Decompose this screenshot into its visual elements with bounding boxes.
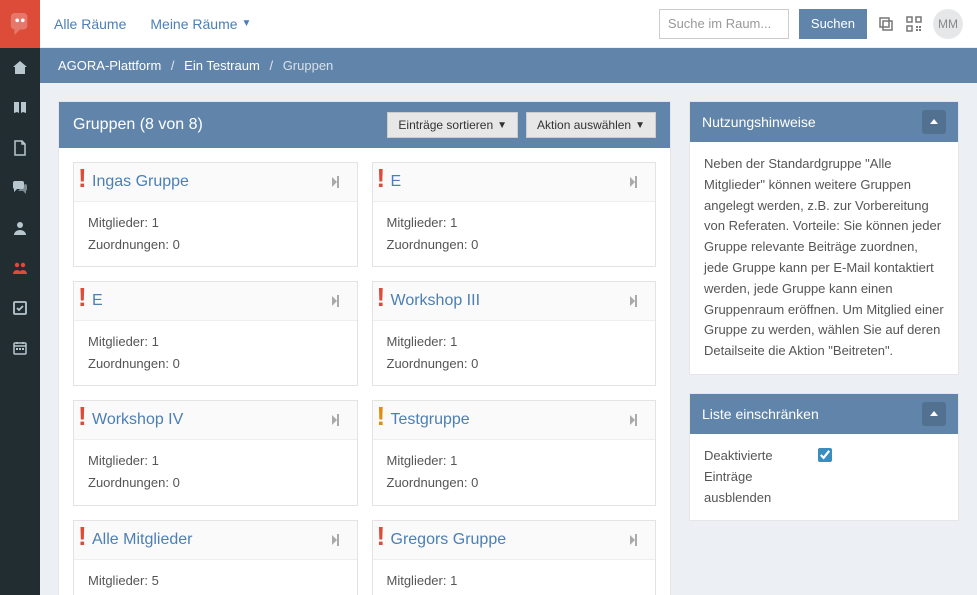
group-title[interactable]: Workshop IV <box>92 411 183 429</box>
enter-icon[interactable] <box>623 531 641 549</box>
enter-icon[interactable] <box>325 173 343 191</box>
group-members: Mitglieder: 1 <box>387 450 642 472</box>
hints-title: Nutzungshinweise <box>702 114 816 130</box>
nav-file[interactable] <box>0 128 40 168</box>
nav-groups[interactable] <box>0 248 40 288</box>
groups-panel: Gruppen (8 von 8) Einträge sortieren ▼ A… <box>58 101 671 595</box>
group-title[interactable]: Ingas Gruppe <box>92 173 189 191</box>
collapse-filter[interactable] <box>922 402 946 426</box>
filter-panel: Liste einschränken Deaktivierte Einträge… <box>689 393 959 521</box>
enter-icon[interactable] <box>623 411 641 429</box>
sort-button[interactable]: Einträge sortieren ▼ <box>387 112 518 138</box>
breadcrumb-current: Gruppen <box>283 58 334 73</box>
breadcrumb-room[interactable]: Ein Testraum <box>184 58 260 73</box>
enter-icon[interactable] <box>325 411 343 429</box>
group-members: Mitglieder: 1 <box>387 331 642 353</box>
link-my-rooms[interactable]: Meine Räume ▼ <box>150 16 251 32</box>
priority-mark-icon: ! <box>377 165 386 191</box>
group-card: ! E Mitglieder: 1Zuordnungen: 0 <box>73 281 358 386</box>
priority-mark-icon: ! <box>78 523 87 549</box>
group-assignments: Zuordnungen: 0 <box>88 472 343 494</box>
sidebar <box>0 0 40 595</box>
group-title[interactable]: E <box>391 173 402 191</box>
priority-mark-icon: ! <box>377 403 386 429</box>
nav-chat[interactable] <box>0 168 40 208</box>
nav-tasks[interactable] <box>0 288 40 328</box>
nav-book[interactable] <box>0 88 40 128</box>
avatar[interactable]: MM <box>933 9 963 39</box>
filter-title: Liste einschränken <box>702 406 819 422</box>
breadcrumb: AGORA-Plattform / Ein Testraum / Gruppen <box>40 48 977 83</box>
chevron-down-icon: ▼ <box>497 120 507 131</box>
nav-user[interactable] <box>0 208 40 248</box>
nav-home[interactable] <box>0 48 40 88</box>
filter-label: Deaktivierte Einträge ausblenden <box>704 446 794 508</box>
group-title[interactable]: Alle Mitglieder <box>92 531 192 549</box>
priority-mark-icon: ! <box>377 284 386 310</box>
filter-checkbox[interactable] <box>818 448 832 462</box>
group-members: Mitglieder: 1 <box>88 331 343 353</box>
topbar: Alle Räume Meine Räume ▼ Suchen MM <box>40 0 977 48</box>
enter-icon[interactable] <box>623 173 641 191</box>
group-card: ! Testgruppe Mitglieder: 1Zuordnungen: 0 <box>372 400 657 505</box>
group-members: Mitglieder: 1 <box>387 570 642 592</box>
chevron-down-icon: ▼ <box>242 18 252 29</box>
link-my-rooms-label: Meine Räume <box>150 16 237 32</box>
link-all-rooms[interactable]: Alle Räume <box>54 16 126 32</box>
group-card: ! Workshop IV Mitglieder: 1Zuordnungen: 0 <box>73 400 358 505</box>
breadcrumb-root[interactable]: AGORA-Plattform <box>58 58 161 73</box>
qr-icon[interactable] <box>905 15 923 33</box>
enter-icon[interactable] <box>623 292 641 310</box>
group-assignments: Zuordnungen: 0 <box>387 472 642 494</box>
group-members: Mitglieder: 1 <box>88 450 343 472</box>
group-card: ! Gregors Gruppe Mitglieder: 1Zuordnungen:… <box>372 520 657 595</box>
group-assignments: Zuordnungen: 0 <box>88 353 343 375</box>
collapse-hints[interactable] <box>922 110 946 134</box>
group-title[interactable]: Gregors Gruppe <box>391 531 507 549</box>
group-title[interactable]: Workshop III <box>391 292 481 310</box>
group-members: Mitglieder: 1 <box>88 212 343 234</box>
group-card: ! Ingas Gruppe Mitglieder: 1Zuordnungen: 0 <box>73 162 358 267</box>
chevron-down-icon: ▼ <box>635 120 645 131</box>
logo[interactable] <box>0 0 40 48</box>
group-assignments: Zuordnungen: 0 <box>387 353 642 375</box>
group-card: ! Alle Mitglieder Mitglieder: 5Zuordnungen… <box>73 520 358 595</box>
search-button[interactable]: Suchen <box>799 9 867 39</box>
copy-icon[interactable] <box>877 15 895 33</box>
action-button[interactable]: Aktion auswählen ▼ <box>526 112 656 138</box>
group-members: Mitglieder: 1 <box>387 212 642 234</box>
priority-mark-icon: ! <box>377 523 386 549</box>
group-assignments: Zuordnungen: 0 <box>387 234 642 256</box>
group-card: ! Workshop III Mitglieder: 1Zuordnungen: 0 <box>372 281 657 386</box>
nav-calendar[interactable] <box>0 328 40 368</box>
group-members: Mitglieder: 5 <box>88 570 343 592</box>
search-input[interactable] <box>659 9 789 39</box>
priority-mark-icon: ! <box>78 165 87 191</box>
group-title[interactable]: Testgruppe <box>391 411 470 429</box>
hints-body: Neben der Standardgruppe "Alle Mitgliede… <box>690 142 958 374</box>
group-assignments: Zuordnungen: 0 <box>88 592 343 595</box>
group-title[interactable]: E <box>92 292 103 310</box>
group-card: ! E Mitglieder: 1Zuordnungen: 0 <box>372 162 657 267</box>
hints-panel: Nutzungshinweise Neben der Standardgrupp… <box>689 101 959 375</box>
panel-title: Gruppen (8 von 8) <box>73 116 203 134</box>
enter-icon[interactable] <box>325 531 343 549</box>
priority-mark-icon: ! <box>78 403 87 429</box>
group-assignments: Zuordnungen: 0 <box>387 592 642 595</box>
enter-icon[interactable] <box>325 292 343 310</box>
group-assignments: Zuordnungen: 0 <box>88 234 343 256</box>
priority-mark-icon: ! <box>78 284 87 310</box>
